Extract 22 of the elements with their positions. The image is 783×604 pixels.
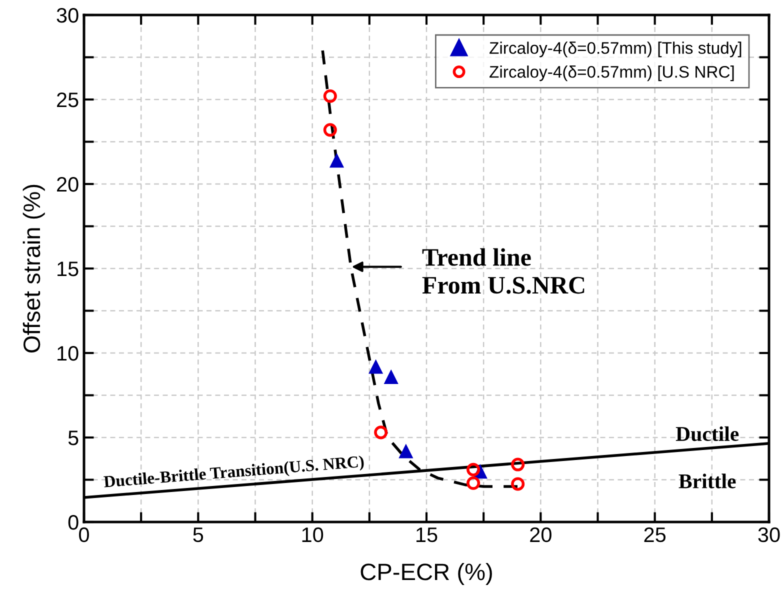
y-tick-label: 0 <box>68 515 78 530</box>
x-tick-label: 25 <box>644 527 666 542</box>
y-axis-title: Offset strain (%) <box>22 184 45 352</box>
series-label: Ductile-Brittle Transition(U.S. NRC) <box>104 455 364 491</box>
x-tick-label: 10 <box>302 527 324 542</box>
y-tick-label: 5 <box>68 430 78 446</box>
y-tick-label: 10 <box>58 346 78 361</box>
annotation: Brittle <box>678 474 736 488</box>
x-axis-title: CP-ECR (%) <box>360 562 492 585</box>
y-tick-label: 25 <box>57 92 78 108</box>
x-tick-label: 5 <box>193 528 204 542</box>
y-tick-label: 15 <box>58 262 78 276</box>
annotation: Trend line From U.S.NRC <box>422 248 584 294</box>
legend-label: Zircaloy-4(δ=0.57mm) [U.S NRC] <box>490 66 734 82</box>
y-tick-label: 20 <box>57 177 78 192</box>
x-tick-label: 30 <box>758 527 780 542</box>
x-tick-label: 15 <box>416 528 438 542</box>
annotation: Ductile <box>676 426 739 442</box>
y-tick-label: 30 <box>56 8 78 23</box>
x-tick-label: 0 <box>79 527 89 542</box>
legend-label: Zircaloy-4(δ=0.57mm) [This study] <box>490 42 742 58</box>
x-tick-label: 20 <box>530 527 552 542</box>
